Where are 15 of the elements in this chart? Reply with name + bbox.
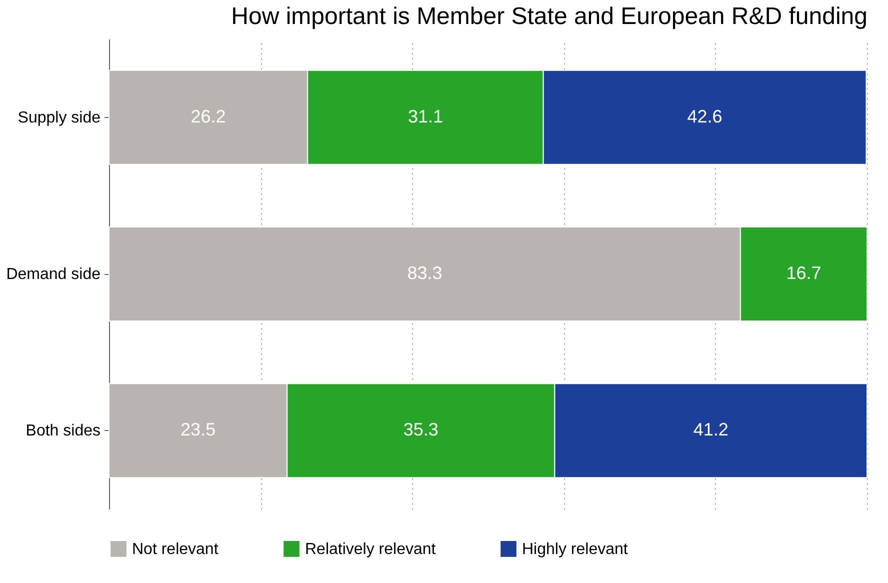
legend-label: Highly relevant [522,540,628,558]
y-tick-label: Both sides [26,422,100,440]
data-label: 31.1 [408,106,443,126]
chart-title: How important is Member State and European R&D funding [231,3,868,30]
data-label: 26.2 [190,106,226,126]
legend-label: Not relevant [132,540,219,558]
y-tick-label: Supply side [18,109,101,126]
data-label: 41.2 [693,420,728,440]
legend-label: Relatively relevant [305,540,436,558]
data-label: 23.5 [180,420,216,440]
y-tick-label: Demand side [6,266,101,283]
data-label: 83.3 [407,263,442,283]
data-label: 35.3 [403,420,438,440]
data-label: 42.6 [687,106,722,126]
data-label: 16.7 [786,263,822,283]
